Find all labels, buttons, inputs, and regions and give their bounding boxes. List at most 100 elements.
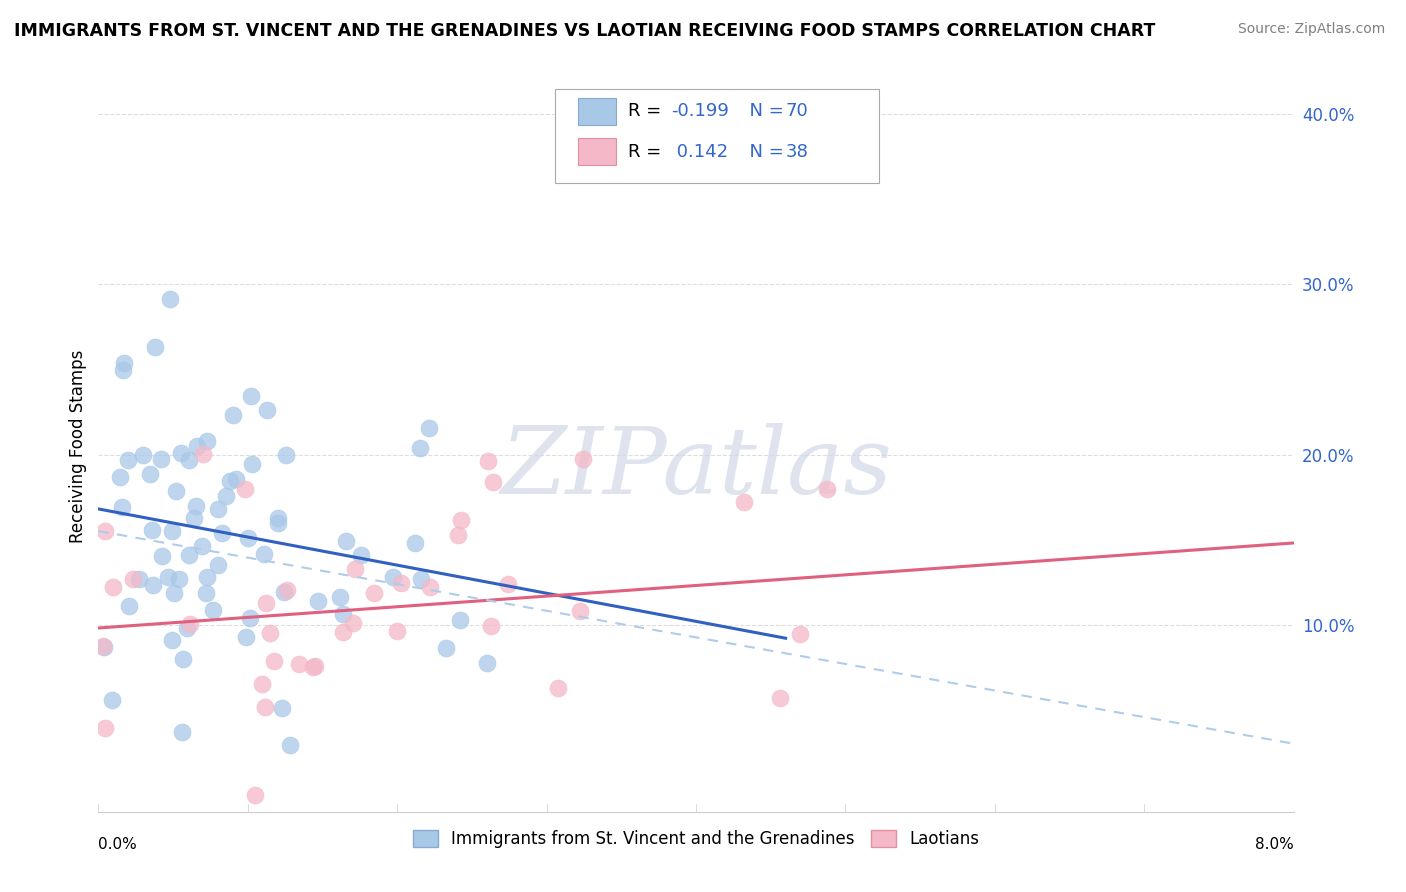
Point xyxy=(150,549,173,563)
Point xyxy=(363,586,385,600)
Point xyxy=(496,577,519,591)
Point xyxy=(195,434,218,449)
Point xyxy=(110,500,132,514)
Text: ZIPatlas: ZIPatlas xyxy=(501,423,891,513)
Point xyxy=(163,586,186,600)
Point xyxy=(479,619,502,633)
Point xyxy=(263,654,285,668)
Point xyxy=(139,467,162,481)
Point xyxy=(477,454,499,468)
Point xyxy=(122,572,145,586)
Point xyxy=(271,701,294,715)
Point xyxy=(177,548,200,562)
Point xyxy=(409,441,432,455)
Text: R =: R = xyxy=(628,103,668,120)
Point xyxy=(170,445,193,459)
Point xyxy=(419,580,441,594)
Point xyxy=(481,475,503,490)
Point xyxy=(207,502,229,516)
Point xyxy=(103,580,125,594)
Point xyxy=(332,624,354,639)
Point xyxy=(94,722,117,736)
Point xyxy=(170,725,193,739)
Text: R =: R = xyxy=(628,143,668,161)
Point xyxy=(222,408,245,422)
Point xyxy=(274,448,297,462)
Point xyxy=(235,631,257,645)
Point xyxy=(288,657,311,671)
Text: 38: 38 xyxy=(786,143,808,161)
Point xyxy=(769,690,792,705)
Point xyxy=(242,457,264,471)
Text: Source: ZipAtlas.com: Source: ZipAtlas.com xyxy=(1237,22,1385,37)
Point xyxy=(93,524,115,538)
Text: 0.0%: 0.0% xyxy=(98,838,138,852)
Point xyxy=(475,657,498,671)
Point xyxy=(449,613,471,627)
Point xyxy=(100,692,122,706)
Point xyxy=(332,607,354,621)
Point xyxy=(195,570,218,584)
Point xyxy=(179,617,201,632)
Point xyxy=(404,536,426,550)
Point xyxy=(118,599,141,613)
Point xyxy=(817,482,839,496)
Point xyxy=(450,512,472,526)
Point xyxy=(389,576,412,591)
Point xyxy=(141,523,163,537)
Point xyxy=(165,484,187,499)
Point xyxy=(128,572,150,586)
Point xyxy=(789,627,811,641)
Point xyxy=(191,539,214,553)
Point xyxy=(172,652,194,666)
Point xyxy=(160,524,183,538)
Point xyxy=(211,526,233,541)
Point xyxy=(302,659,325,673)
Point xyxy=(108,470,131,484)
Text: N =: N = xyxy=(738,103,790,120)
Point xyxy=(91,640,114,654)
Point xyxy=(219,475,242,489)
Text: -0.199: -0.199 xyxy=(671,103,728,120)
Point xyxy=(344,562,367,576)
Point xyxy=(233,482,256,496)
Point xyxy=(186,439,208,453)
Point xyxy=(381,570,404,584)
Point xyxy=(273,585,295,599)
Point xyxy=(547,681,569,696)
Point xyxy=(177,452,200,467)
Point xyxy=(418,421,440,435)
Point xyxy=(239,611,262,625)
Point xyxy=(254,596,277,610)
Point xyxy=(111,363,134,377)
Point xyxy=(254,700,277,714)
Point xyxy=(207,558,229,572)
Point xyxy=(117,452,139,467)
Point xyxy=(304,658,326,673)
Point xyxy=(342,615,364,630)
Point xyxy=(409,573,432,587)
Point xyxy=(191,447,214,461)
Point xyxy=(329,591,352,605)
Point xyxy=(307,594,329,608)
Legend: Immigrants from St. Vincent and the Grenadines, Laotians: Immigrants from St. Vincent and the Gren… xyxy=(406,823,986,855)
Point xyxy=(214,489,236,503)
Text: 0.142: 0.142 xyxy=(671,143,728,161)
Point xyxy=(447,528,470,542)
Point xyxy=(253,547,276,561)
Point xyxy=(112,356,135,370)
Point xyxy=(183,510,205,524)
Point xyxy=(243,788,266,802)
Point xyxy=(159,292,181,306)
Point xyxy=(385,624,408,638)
Point xyxy=(239,389,262,403)
Point xyxy=(349,548,371,562)
Point xyxy=(143,340,166,354)
Point xyxy=(569,603,592,617)
Point xyxy=(267,510,290,524)
Point xyxy=(132,448,155,462)
Point xyxy=(276,583,298,598)
Point xyxy=(160,632,183,647)
Point xyxy=(267,516,290,530)
Point xyxy=(195,586,218,600)
